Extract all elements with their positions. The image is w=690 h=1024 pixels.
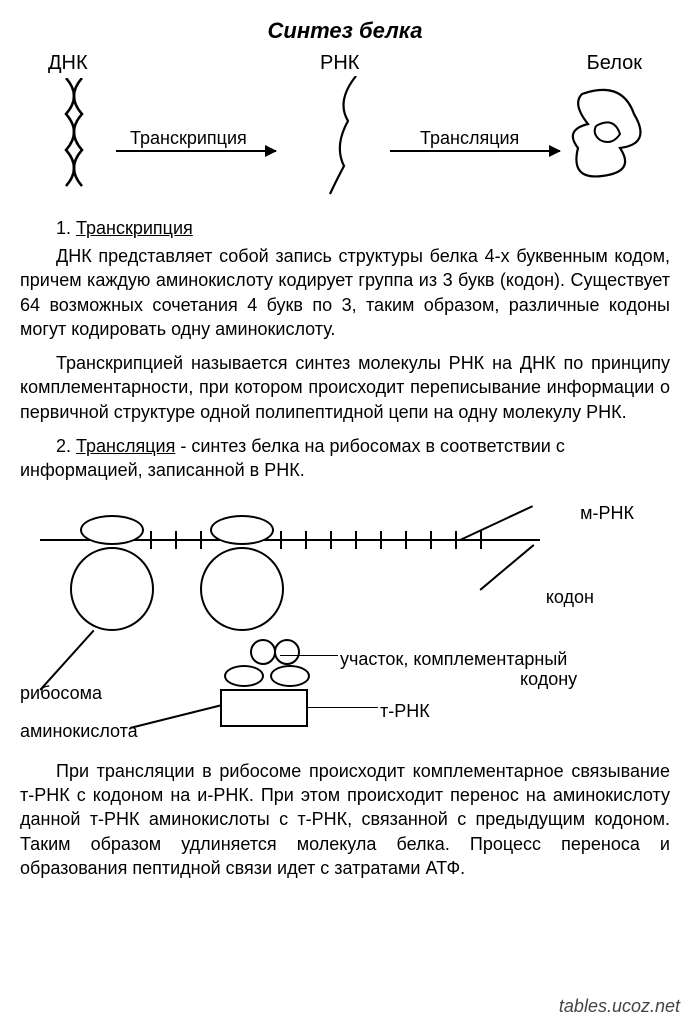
label-aminokislota: аминокислота [20,719,138,743]
label-kodon: кодон [546,585,594,609]
section1-num: 1. [56,218,71,238]
trna-aminoacid-box [220,689,308,727]
tick [455,531,457,549]
leader-line [480,544,535,590]
trna-anticodon-loop-2 [274,639,300,665]
leader-line [460,505,533,540]
section1-heading: 1. Транскрипция [20,216,670,240]
tick [305,531,307,549]
label-kodonu: кодону [520,667,577,691]
label-mrnk: м-РНК [580,501,634,525]
section2-num: 2. [56,436,71,456]
protein-icon [562,86,652,186]
para-final: При трансляции в рибосоме происходит ком… [20,759,670,880]
label-ribosoma: рибосома [20,681,102,705]
section2-heading: 2. Трансляция - синтез белка на рибосома… [20,434,670,483]
ribosome-large-subunit [70,547,154,631]
trna-side-l [224,665,264,687]
label-belok: Белок [587,50,642,77]
ribosome-small-subunit [210,515,274,545]
trna-anticodon-loop [250,639,276,665]
arrow-translation [390,150,560,152]
leader-line [130,703,224,728]
tick [175,531,177,549]
label-dnk: ДНК [48,50,88,77]
section2-name: Трансляция [76,436,175,456]
tick [480,531,482,549]
page-title: Синтез белка [20,16,670,46]
tick [280,531,282,549]
watermark: tables.ucoz.net [559,994,680,1018]
section1-name: Транскрипция [76,218,193,238]
dna-icon [54,78,94,188]
ribosome-large-subunit [200,547,284,631]
label-trnk: т-РНК [380,699,430,723]
mid-diagram: м-РНК кодон рибосома аминокислота участо… [20,489,670,749]
section1-p2: Транскрипцией называется синтез молекулы… [20,351,670,424]
label-rnk: РНК [320,50,359,77]
leader-line [306,707,378,709]
arrow-label-translation: Трансляция [420,126,519,150]
tick [200,531,202,549]
tick [380,531,382,549]
section1-p1: ДНК представляет собой запись структуры … [20,244,670,341]
tick [430,531,432,549]
ribosome-small-subunit [80,515,144,545]
tick [150,531,152,549]
trna-side-r [270,665,310,687]
arrow-label-transcription: Транскрипция [130,126,247,150]
tick [355,531,357,549]
tick [405,531,407,549]
arrow-transcription [116,150,276,152]
rna-icon [316,76,376,196]
tick [330,531,332,549]
top-diagram: ДНК РНК Белок Транскрипция Трансляция [20,50,670,210]
